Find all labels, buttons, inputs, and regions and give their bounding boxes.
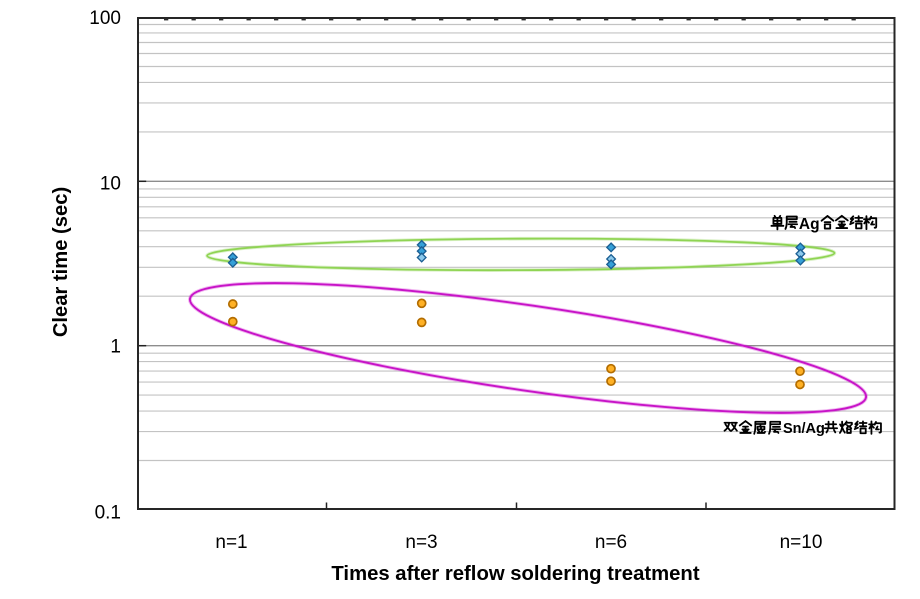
svg-text:n=1: n=1 bbox=[215, 532, 247, 553]
svg-text:10: 10 bbox=[100, 173, 121, 194]
svg-text:n=3: n=3 bbox=[405, 532, 437, 553]
svg-text:1: 1 bbox=[110, 336, 121, 357]
svg-text:Sn/Ag: Sn/Ag bbox=[783, 421, 825, 437]
svg-text:n=10: n=10 bbox=[780, 532, 823, 553]
svg-text:n=6: n=6 bbox=[595, 532, 627, 553]
svg-text:100: 100 bbox=[89, 8, 121, 29]
svg-text:Clear time (sec): Clear time (sec) bbox=[50, 187, 72, 337]
svg-text:0.1: 0.1 bbox=[95, 502, 121, 523]
svg-text:Times after reflow soldering t: Times after reflow soldering treatment bbox=[331, 563, 699, 585]
svg-text:Ag: Ag bbox=[799, 216, 820, 233]
